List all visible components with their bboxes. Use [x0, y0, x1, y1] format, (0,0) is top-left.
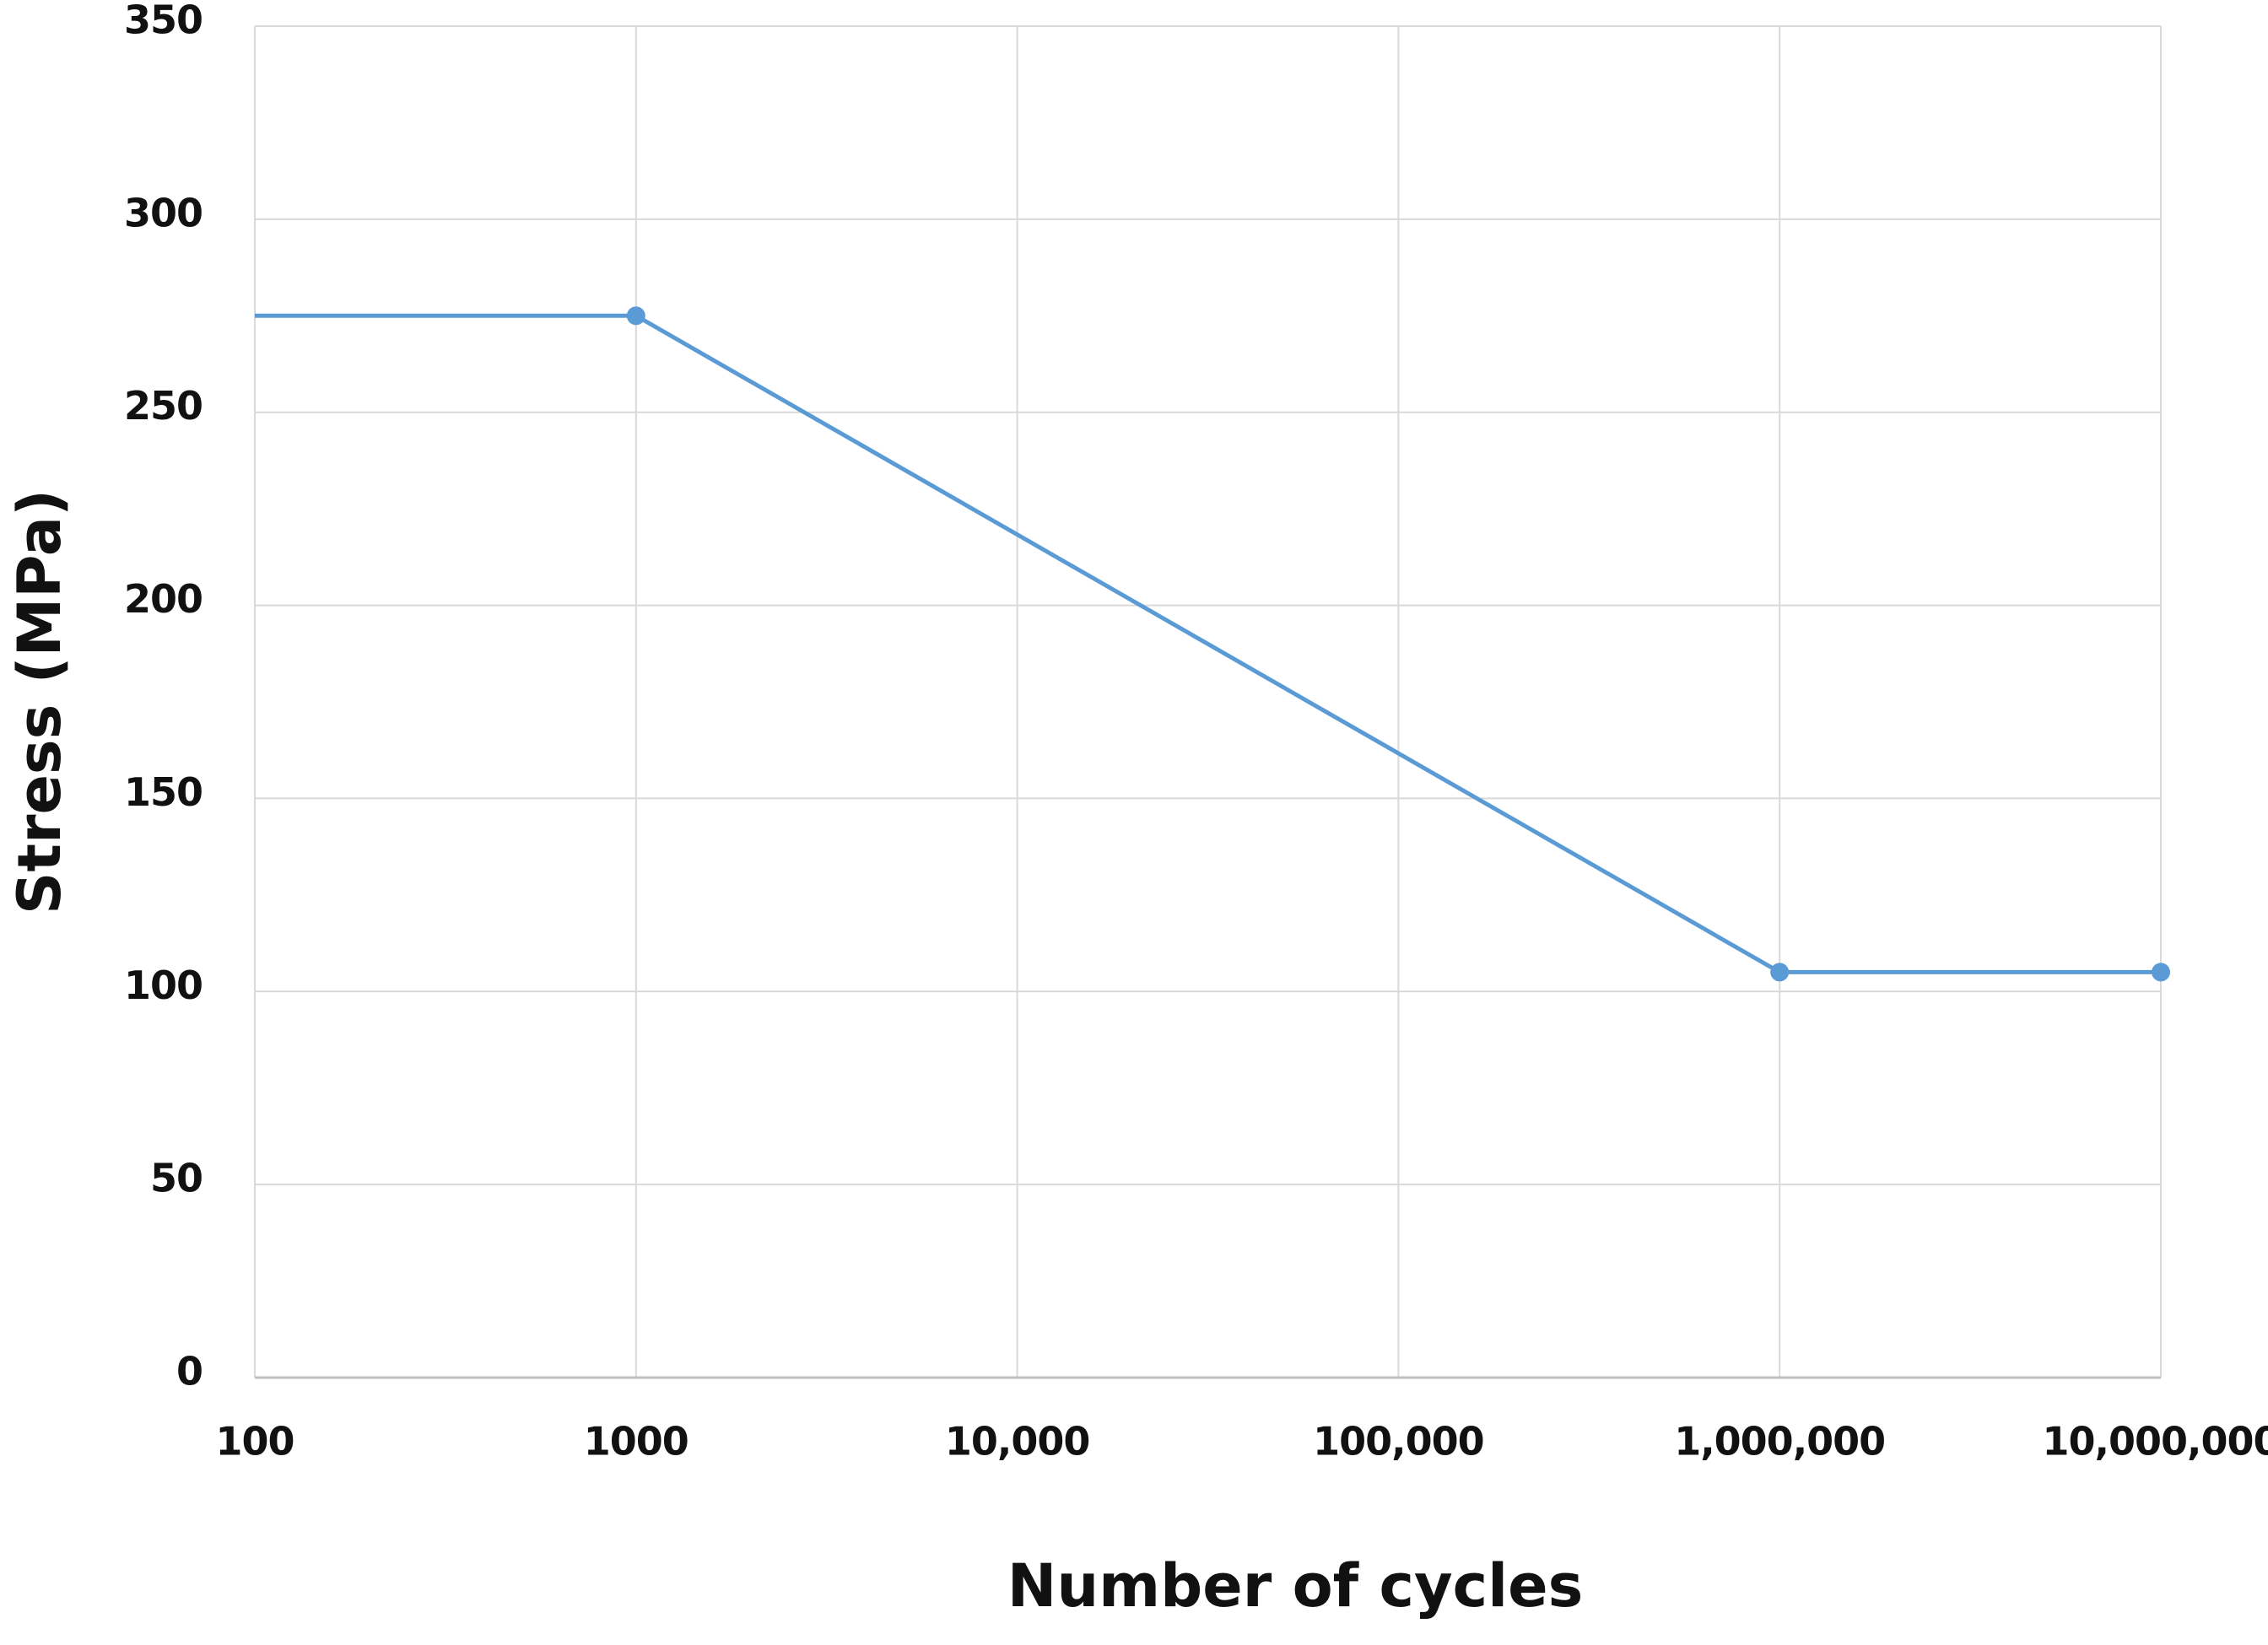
x-tick-label: 10,000,000: [2042, 1419, 2268, 1464]
x-tick-label: 100: [215, 1419, 294, 1464]
y-tick-label: 0: [176, 1349, 202, 1394]
data-point: [2152, 963, 2170, 982]
x-tick-label: 10,000: [945, 1419, 1090, 1464]
series-line: [255, 313, 2161, 974]
data-point: [626, 306, 645, 326]
data-point: [1770, 963, 1790, 982]
y-tick-label: 350: [124, 0, 202, 43]
x-tick-label: 100,000: [1313, 1419, 1484, 1464]
y-tick-label: 50: [150, 1156, 202, 1201]
x-tick-label: 1,000,000: [1674, 1419, 1885, 1464]
y-tick-label: 100: [124, 963, 202, 1008]
x-tick-label: 1000: [584, 1419, 688, 1464]
y-tick-label: 150: [124, 769, 202, 815]
y-tick-label: 250: [124, 383, 202, 429]
y-tick-label: 300: [124, 190, 202, 235]
x-axis-title: Number of cycles: [1007, 1551, 1584, 1621]
y-axis-title: Stress (MPa): [5, 489, 74, 914]
y-tick-label: 200: [124, 576, 202, 622]
